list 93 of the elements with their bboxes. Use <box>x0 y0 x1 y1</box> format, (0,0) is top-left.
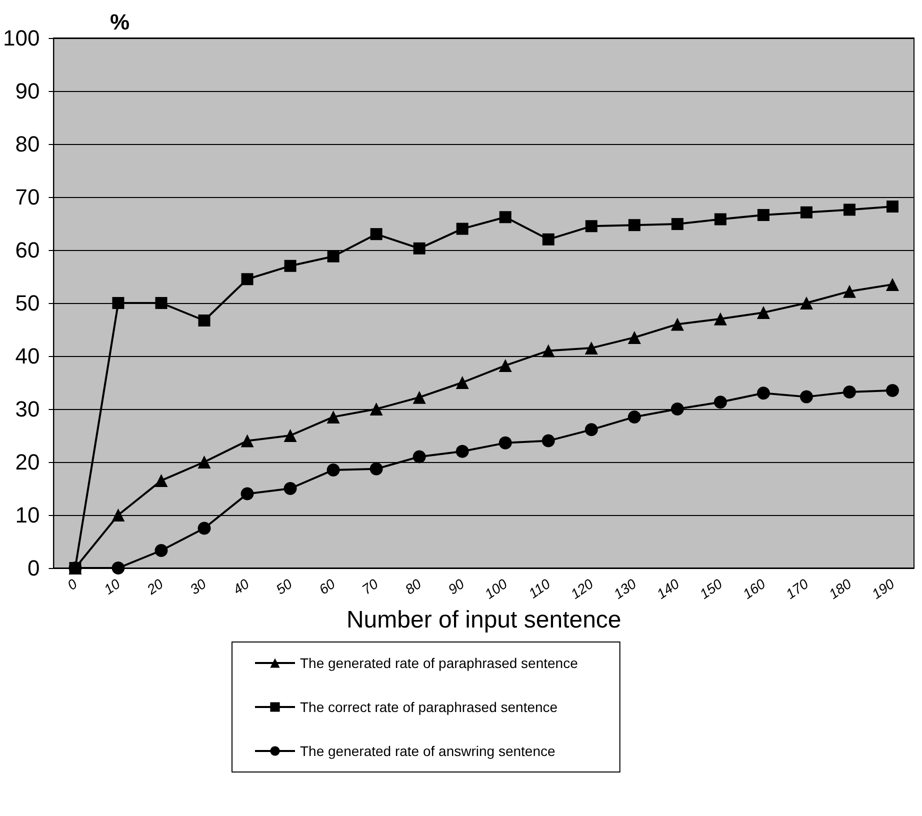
point <box>628 330 641 344</box>
point <box>670 402 684 416</box>
x-tick-label: 90 <box>444 575 468 598</box>
x-tick-label: 20 <box>143 575 166 598</box>
point <box>112 562 125 574</box>
legend-label: The generated rate of answring sentence <box>300 743 556 759</box>
point <box>198 456 211 468</box>
point <box>886 384 899 397</box>
point <box>326 410 340 424</box>
point <box>800 390 813 404</box>
y-tick-label: 10 <box>15 502 40 528</box>
point <box>370 462 383 476</box>
point <box>412 450 426 464</box>
point <box>499 211 512 224</box>
x-tick-label: 40 <box>230 575 252 598</box>
y-tick-label: 20 <box>15 450 40 474</box>
x-tick-label: 10 <box>100 575 123 598</box>
point <box>198 314 210 326</box>
x-tick-label: 140 <box>654 575 682 602</box>
point <box>370 228 382 240</box>
point <box>326 463 340 476</box>
point <box>842 386 856 399</box>
x-tick-label: 0 <box>64 575 80 594</box>
y-tick-label: 30 <box>15 396 40 422</box>
point <box>240 487 254 500</box>
y-tick-label: 100 <box>2 26 40 50</box>
x-tick-label: 130 <box>610 575 640 602</box>
legend-label: The correct rate of paraphrased sentence <box>300 699 558 715</box>
point <box>456 376 469 389</box>
point <box>542 434 555 448</box>
point <box>198 522 211 535</box>
point <box>670 318 684 331</box>
point <box>800 296 813 310</box>
point <box>584 423 598 436</box>
y-tick-label: 70 <box>15 184 40 210</box>
y-tick-label: 50 <box>15 290 40 316</box>
x-tick-label: 100 <box>482 575 510 602</box>
point <box>284 260 296 272</box>
x-tick-label: 150 <box>696 575 726 602</box>
x-tick-label: 160 <box>740 575 768 602</box>
point <box>756 386 770 400</box>
point <box>241 273 254 286</box>
point <box>671 218 684 230</box>
point <box>327 250 340 262</box>
point <box>456 444 469 458</box>
point <box>886 278 899 291</box>
point <box>843 204 856 216</box>
x-tick-label: 110 <box>526 575 554 602</box>
point <box>112 508 125 522</box>
point <box>714 396 727 409</box>
x-tick-label: 120 <box>568 575 596 602</box>
point <box>498 359 512 372</box>
point <box>154 474 168 488</box>
point <box>112 297 124 309</box>
y-axis-title: % <box>110 10 130 34</box>
y-tick-label: 60 <box>15 238 40 262</box>
point <box>498 436 512 450</box>
point <box>886 200 898 213</box>
y-tick-label: 90 <box>15 78 40 104</box>
point <box>240 434 254 448</box>
point <box>155 297 168 309</box>
y-tick-label: 0 <box>27 556 40 580</box>
point <box>756 306 770 320</box>
x-tick-label: 70 <box>358 575 382 598</box>
point <box>370 402 383 416</box>
point <box>284 482 297 495</box>
point <box>628 219 640 232</box>
legend-label: The generated rate of paraphrased sentence <box>300 655 578 671</box>
point <box>412 390 426 404</box>
x-tick-label: 30 <box>186 575 210 598</box>
x-axis-title: Number of input sentence <box>346 606 622 634</box>
point <box>842 284 856 298</box>
point <box>284 429 297 442</box>
x-tick-label: 190 <box>868 575 898 602</box>
x-tick-label: 60 <box>316 575 338 598</box>
point <box>714 213 726 226</box>
x-tick-label: 80 <box>402 575 424 598</box>
point <box>628 410 641 424</box>
point <box>714 312 727 326</box>
point <box>413 242 426 254</box>
x-tick-label: 170 <box>782 575 812 602</box>
point <box>757 209 770 222</box>
point <box>542 233 554 246</box>
point <box>585 220 598 232</box>
point <box>800 206 812 218</box>
point <box>154 544 168 558</box>
point <box>542 344 555 358</box>
x-tick-label: 180 <box>826 575 854 602</box>
x-tick-label: 50 <box>272 575 296 598</box>
point <box>584 342 598 355</box>
y-tick-label: 40 <box>15 344 40 368</box>
point <box>456 222 468 235</box>
y-tick-label: 80 <box>15 132 40 156</box>
